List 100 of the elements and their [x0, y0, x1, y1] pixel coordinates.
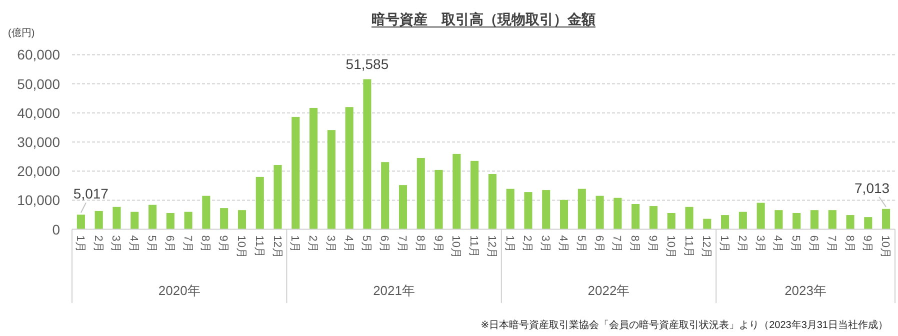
bar: [112, 206, 121, 230]
text: 2020年: [158, 283, 200, 298]
x-tick-label: 7月: [181, 235, 194, 252]
x-tick-label: 5月: [790, 235, 802, 252]
bar: [792, 213, 801, 230]
bar: [864, 217, 872, 230]
bar: [578, 188, 586, 230]
x-tick-label: 3月: [324, 235, 336, 252]
text: ※日本暗号資産取引業協会「会員の暗号資産取引状況表」より（2023年3月31日当社作成）: [480, 319, 888, 331]
x-tick-label: 10月: [234, 235, 247, 259]
bar: [470, 160, 479, 230]
y-tick-label: 0: [52, 221, 60, 238]
x-tick-label: 10月: [664, 235, 676, 259]
bar: [756, 202, 765, 230]
bar: [452, 154, 461, 230]
x-tick-label: 1月: [288, 235, 301, 252]
y-tick-label: 50,000: [17, 76, 60, 92]
bar: [488, 174, 496, 230]
bar: [882, 208, 890, 230]
bar: [810, 210, 819, 230]
bar: [76, 214, 85, 230]
text: 2023年: [784, 283, 827, 298]
x-tick-label: 5月: [146, 235, 158, 252]
y-tick-label: 60,000: [17, 46, 60, 63]
bar: [220, 208, 228, 230]
x-tick-label: 2月: [521, 235, 534, 252]
y-axis-title: (億円): [8, 27, 35, 39]
bar: [202, 196, 210, 230]
bar: [685, 206, 694, 230]
x-tick-label: 1月: [718, 235, 730, 252]
bar: [416, 158, 425, 230]
bar: [649, 206, 658, 230]
x-tick-label: 12月: [270, 235, 283, 259]
bar: [738, 212, 747, 230]
x-tick-label: 8月: [628, 235, 641, 252]
text: 2022年: [588, 283, 630, 298]
y-tick-label: 40,000: [17, 104, 60, 121]
bar: [274, 164, 282, 230]
x-tick-label: 3月: [110, 235, 122, 252]
x-tick-label: 11月: [252, 235, 265, 258]
x-tick-label: 11月: [468, 235, 480, 258]
bar: [614, 198, 622, 230]
bar: [345, 107, 354, 230]
x-tick-label: 3月: [754, 235, 766, 252]
bar: [703, 218, 712, 230]
x-tick-label: 9月: [217, 235, 230, 252]
x-tick-label: 1月: [503, 235, 516, 252]
y-tick-label: 10,000: [17, 192, 60, 208]
data-label: 5,017: [73, 186, 109, 202]
x-tick-label: 11月: [682, 235, 694, 258]
x-tick-label: 9月: [432, 235, 444, 252]
x-tick-label: 4月: [342, 235, 354, 252]
x-tick-label: 9月: [646, 235, 658, 252]
x-tick-label: 1月: [74, 235, 86, 252]
x-tick-label: 2月: [306, 235, 319, 252]
bar: [632, 204, 640, 230]
y-tick-label: 20,000: [17, 163, 60, 180]
x-tick-label: 7月: [396, 235, 408, 252]
x-tick-label: 6月: [378, 235, 390, 252]
bar: [506, 188, 514, 230]
x-tick-label: 10月: [879, 235, 892, 259]
x-tick-label: 2月: [92, 235, 104, 252]
data-label: 7,013: [854, 180, 890, 196]
bar: [238, 210, 246, 230]
bar: [130, 212, 139, 230]
x-tick-label: 6月: [807, 235, 820, 252]
bar: [667, 213, 676, 230]
y-tick-label: 30,000: [17, 134, 60, 150]
bar: [524, 192, 532, 230]
x-tick-label: 3月: [539, 235, 552, 252]
bar: [363, 79, 372, 230]
bar: [846, 215, 854, 230]
x-tick-label: 12月: [700, 235, 712, 259]
x-tick-label: 8月: [414, 235, 426, 252]
bar: [398, 185, 408, 230]
text: 2021年: [373, 283, 416, 298]
x-tick-label: 4月: [772, 235, 784, 252]
x-tick-label: 7月: [610, 235, 623, 252]
x-tick-label: 2月: [736, 235, 748, 252]
x-tick-label: 4月: [557, 235, 570, 252]
bar: [560, 200, 568, 230]
bar: [184, 212, 192, 230]
x-tick-label: 8月: [199, 235, 212, 252]
x-tick-label: 4月: [128, 235, 140, 252]
bar: [774, 210, 783, 230]
x-tick-label: 8月: [843, 235, 856, 252]
bar: [256, 176, 264, 230]
bar: [434, 170, 443, 230]
bar: [828, 210, 836, 230]
bar: [381, 162, 390, 230]
bar: [166, 213, 174, 230]
x-tick-label: 7月: [825, 235, 838, 252]
x-tick-label: 10月: [450, 235, 462, 259]
chart-title: 暗号資産 取引高（現物取引）金額: [372, 11, 596, 27]
bar: [542, 190, 550, 230]
bar: [721, 215, 730, 230]
x-tick-label: 12月: [485, 235, 498, 259]
bar: [310, 108, 318, 230]
bar: [327, 130, 336, 230]
bar: [148, 204, 157, 230]
